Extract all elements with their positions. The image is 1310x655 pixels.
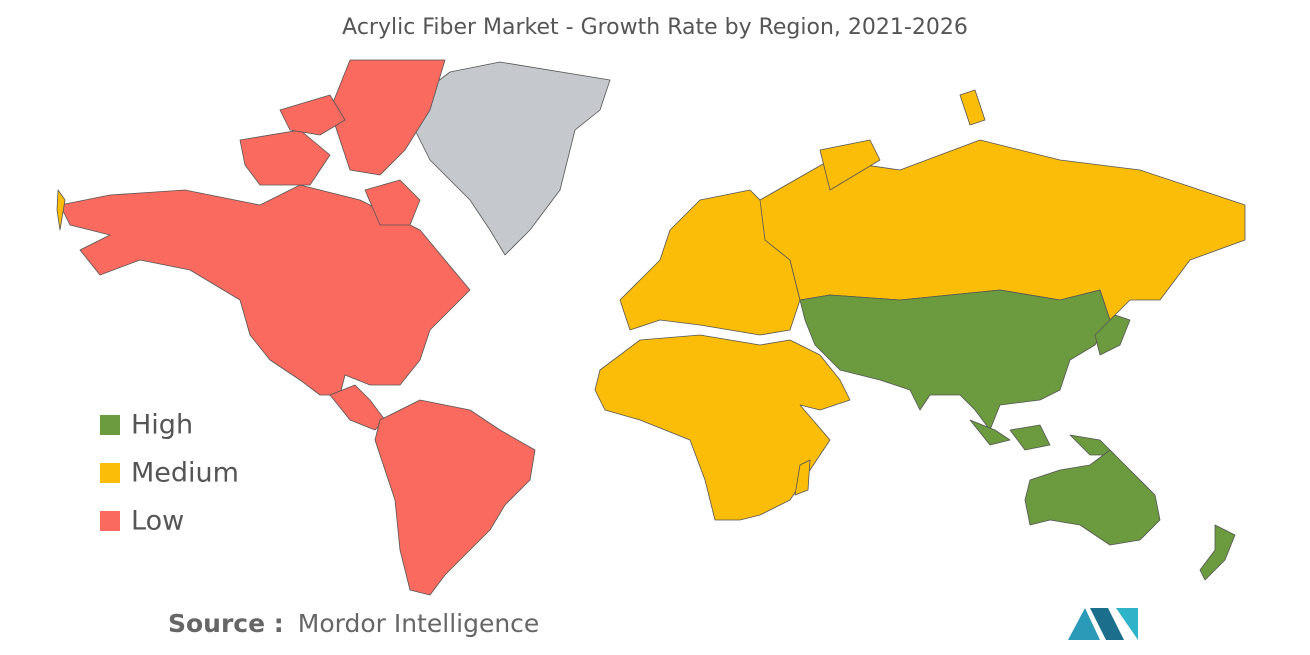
region — [374, 399, 536, 596]
region — [969, 419, 1011, 446]
region — [819, 139, 881, 191]
legend-swatch — [100, 511, 120, 531]
region — [409, 61, 611, 256]
legend-label: Medium — [131, 458, 239, 489]
legend-swatch — [100, 463, 120, 483]
region — [329, 384, 386, 431]
world-map — [56, 59, 1246, 596]
region — [1009, 424, 1051, 451]
region — [799, 289, 1111, 431]
region — [594, 334, 851, 521]
region — [279, 94, 346, 136]
region — [59, 184, 471, 396]
legend: High Medium Low — [100, 410, 239, 537]
region — [239, 129, 331, 186]
region — [794, 459, 811, 496]
source-text: Mordor Intelligence — [298, 609, 540, 638]
region — [1094, 314, 1131, 356]
source: Source : Mordor Intelligence — [168, 609, 539, 638]
region — [959, 89, 986, 126]
logo — [1068, 608, 1138, 640]
region — [56, 189, 66, 231]
legend-label: High — [131, 410, 193, 441]
region — [364, 179, 421, 226]
legend-label: Low — [131, 506, 184, 537]
source-label: Source : — [168, 609, 284, 638]
map-title: Acrylic Fiber Market - Growth Rate by Re… — [342, 15, 968, 40]
region — [1199, 524, 1236, 581]
region — [1024, 449, 1161, 546]
legend-swatch — [100, 415, 120, 435]
